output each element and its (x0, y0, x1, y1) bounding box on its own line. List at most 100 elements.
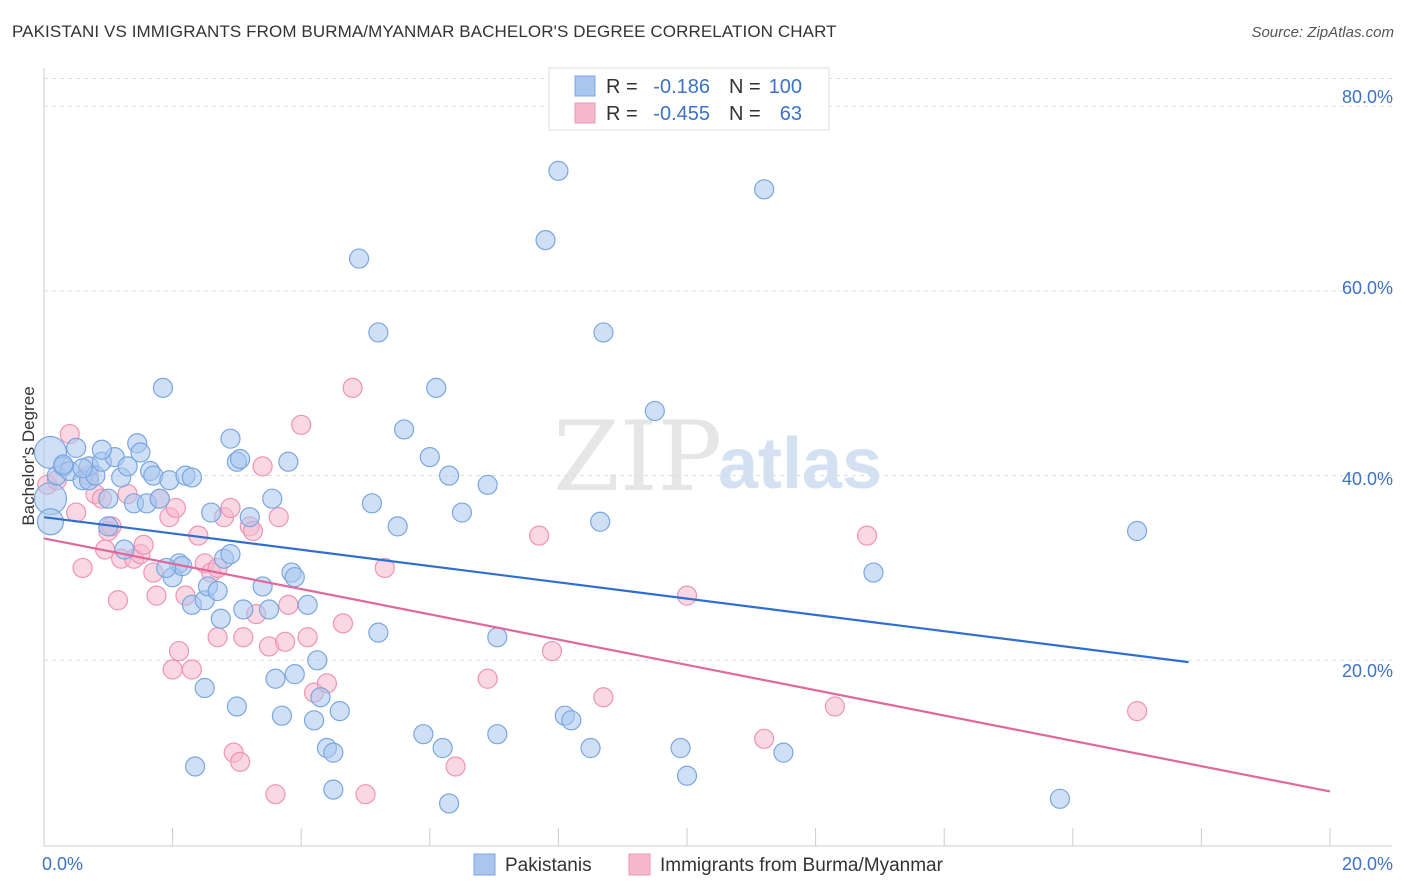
burma-point-44 (291, 414, 312, 435)
pakistanis-point-47 (265, 668, 286, 689)
pakistanis-point-75 (487, 627, 508, 648)
y-tick-label-80: 80.0% (1342, 87, 1393, 107)
pakistanis-point-41 (194, 677, 215, 699)
legend-n-label-1: N = (729, 76, 761, 98)
pakistanis-point-17 (130, 442, 151, 463)
pakistanis-point-81 (580, 737, 601, 759)
pakistanis-point-21 (149, 488, 170, 509)
pakistanis-point-58 (323, 742, 344, 763)
pakistanis-point-80 (561, 710, 582, 731)
legend-swatch-burma (574, 102, 596, 124)
pakistanis-point-38 (220, 428, 241, 449)
burma-point-34 (233, 627, 254, 648)
burma-point-56 (593, 687, 614, 708)
pakistanis-point-43 (239, 507, 260, 528)
pakistanis-point-72 (438, 793, 460, 814)
pakistanis-point-33 (201, 502, 222, 523)
burma-point-45 (297, 627, 318, 648)
pakistanis-point-97 (72, 458, 93, 479)
x-tick-label-0: 0.0% (42, 854, 83, 874)
burma-point-41 (268, 507, 289, 528)
legend-r-label-1: R = (606, 76, 638, 98)
pakistanis-point-62 (361, 493, 383, 514)
legend-r-label-2: R = (606, 103, 638, 125)
pakistanis-point-65 (387, 516, 408, 537)
trend-line-burma (43, 537, 1331, 793)
burma-point-16 (133, 534, 154, 555)
series-pakistanis-points (33, 160, 1148, 814)
burma-point-40 (265, 784, 286, 805)
pakistanis-point-14 (117, 456, 138, 477)
burma-point-31 (220, 497, 241, 519)
legend-swatch-pakistanis (574, 75, 596, 97)
burma-point-33 (230, 751, 251, 772)
burma-point-21 (162, 659, 183, 680)
burma-point-60 (856, 525, 878, 546)
pakistanis-point-54 (303, 710, 325, 731)
gridlines (44, 78, 1392, 661)
pakistanis-point-71 (438, 465, 460, 486)
pakistanis-point-74 (477, 474, 498, 495)
legend-n-value-2: 63 (780, 103, 802, 125)
pakistanis-point-42 (233, 599, 254, 620)
y-tick-label-60: 60.0% (1342, 278, 1393, 298)
pakistanis-point-56 (310, 687, 331, 708)
pakistanis-point-98 (91, 439, 112, 460)
pakistanis-point-90 (1049, 788, 1071, 809)
pakistanis-point-88 (773, 742, 794, 763)
pakistanis-point-55 (307, 650, 328, 671)
pakistanis-point-63 (368, 322, 389, 343)
burma-point-3 (66, 502, 87, 523)
burma-point-43 (278, 594, 299, 615)
burma-point-62 (207, 627, 228, 648)
y-tick-label-20: 20.0% (1342, 661, 1393, 681)
pakistanis-point-68 (419, 447, 440, 468)
watermark-zip: ZIP (553, 401, 722, 513)
pakistanis-point-25 (181, 467, 202, 488)
y-axis-title: Bachelor's Degree (19, 386, 38, 525)
pakistanis-point-91 (1126, 520, 1148, 542)
burma-point-25 (181, 659, 202, 680)
burma-point-48 (332, 613, 354, 634)
pakistanis-point-69 (426, 377, 447, 398)
burma-point-23 (168, 640, 190, 662)
pakistanis-point-77 (535, 230, 556, 251)
trend-line-pakistanis (43, 516, 1189, 664)
bottom-legend-label-pakistanis: Pakistanis (505, 855, 592, 876)
pakistanis-point-34 (207, 580, 228, 602)
burma-point-53 (477, 668, 498, 689)
series-burma-points (37, 377, 1148, 805)
source-credit: Source: ZipAtlas.com (1251, 24, 1394, 41)
pakistanis-point-82 (590, 511, 611, 532)
pakistanis-point-86 (676, 765, 698, 786)
y-tick-label-40: 40.0% (1342, 469, 1393, 489)
pakistanis-point-52 (284, 664, 305, 685)
x-axis-ticks (43, 828, 1331, 846)
pakistanis-point-46 (262, 488, 283, 509)
pakistanis-point-73 (451, 502, 473, 523)
burma-point-11 (107, 590, 129, 611)
burma-point-49 (342, 377, 363, 398)
pakistanis-point-85 (670, 737, 691, 759)
pakistanis-point-78 (548, 160, 569, 181)
legend-n-value-1: 100 (769, 76, 802, 98)
pakistanis-point-49 (278, 451, 299, 472)
burma-point-22 (165, 497, 186, 519)
pakistanis-point-87 (754, 179, 775, 200)
pakistanis-point-7 (66, 437, 87, 458)
burma-point-4 (72, 557, 93, 579)
legend-r-value-1: -0.186 (653, 76, 710, 98)
chart-title: PAKISTANI VS IMMIGRANTS FROM BURMA/MYANM… (12, 22, 837, 41)
burma-point-55 (541, 640, 563, 662)
burma-point-51 (374, 557, 395, 579)
watermark-atlas: atlas (718, 424, 882, 504)
pakistanis-point-95 (98, 488, 119, 509)
pakistanis-point-22 (152, 377, 174, 398)
burma-point-52 (445, 756, 466, 777)
burma-point-38 (252, 456, 273, 477)
pakistanis-point-83 (593, 322, 614, 343)
pakistanis-point-59 (329, 700, 350, 722)
y-tick-labels: 80.0% 60.0% 40.0% 20.0% (1342, 87, 1393, 681)
burma-point-42 (275, 631, 296, 652)
